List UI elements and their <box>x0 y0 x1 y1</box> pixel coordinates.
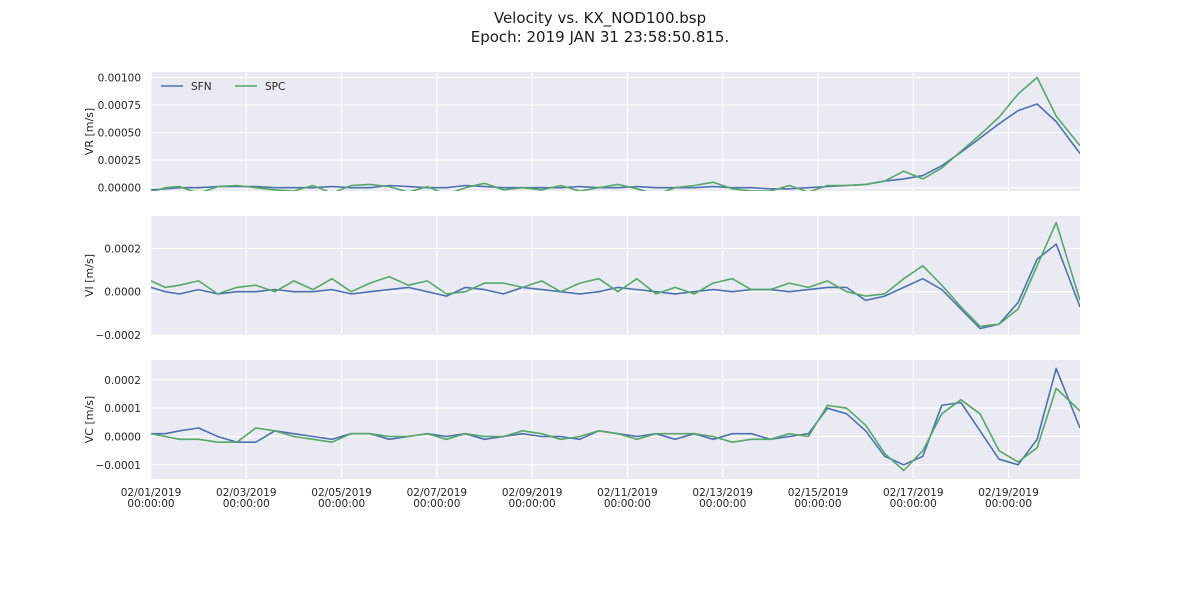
y-tick-label: −0.0002 <box>95 330 141 342</box>
series-line-sfn-panel-1 <box>151 103 1080 191</box>
series-line-spc-panel-1 <box>151 76 1080 191</box>
legend-label-sfn: SFN <box>191 81 212 93</box>
series-line-sfn-panel-2 <box>151 243 1080 330</box>
plot-area-3 <box>151 360 1080 479</box>
y-tick-label: 0.00050 <box>98 128 141 140</box>
y-tick-label: 0.00075 <box>98 100 141 112</box>
y-tick-label: −0.0001 <box>95 460 141 472</box>
x-tick-label-time: 00:00:00 <box>890 498 937 510</box>
x-tick-label-time: 00:00:00 <box>318 498 365 510</box>
x-tick-label-time: 00:00:00 <box>223 498 270 510</box>
series-line-spc-panel-3 <box>151 387 1080 472</box>
x-tick-label-date: 02/01/2019 <box>121 487 182 499</box>
chart-title-block: Velocity vs. KX_NOD100.bsp Epoch: 2019 J… <box>0 9 1200 47</box>
x-tick-label-date: 02/09/2019 <box>502 487 563 499</box>
y-tick-label: 0.0002 <box>104 243 141 255</box>
x-tick-label-date: 02/15/2019 <box>788 487 849 499</box>
x-tick-label-date: 02/19/2019 <box>978 487 1039 499</box>
x-tick-label-time: 00:00:00 <box>985 498 1032 510</box>
chart-title: Velocity vs. KX_NOD100.bsp <box>493 9 707 27</box>
y-axis-label: VI [m/s] <box>83 254 96 297</box>
plot-area-2 <box>151 216 1080 335</box>
x-tick-label-date: 02/07/2019 <box>407 487 468 499</box>
series-line-spc-panel-2 <box>151 221 1080 328</box>
y-tick-label: 0.0000 <box>104 287 141 299</box>
y-tick-label: 0.00100 <box>98 73 141 85</box>
y-axis-label: VC [m/s] <box>83 396 96 443</box>
y-tick-label: 0.0002 <box>104 375 141 387</box>
x-tick-label-time: 00:00:00 <box>509 498 556 510</box>
y-tick-label: 0.0001 <box>104 403 141 415</box>
x-tick-label-time: 00:00:00 <box>794 498 841 510</box>
y-axis-label: VR [m/s] <box>83 108 96 155</box>
x-tick-label-date: 02/17/2019 <box>883 487 944 499</box>
y-tick-label: 0.00000 <box>98 183 141 195</box>
legend-label-spc: SPC <box>265 81 285 93</box>
x-tick-label-date: 02/03/2019 <box>216 487 277 499</box>
x-tick-label-time: 00:00:00 <box>127 498 174 510</box>
x-tick-label-date: 02/13/2019 <box>692 487 753 499</box>
x-tick-label-date: 02/05/2019 <box>311 487 372 499</box>
y-tick-label: 0.0000 <box>104 432 141 444</box>
plot-area-1 <box>151 72 1080 191</box>
x-tick-label-time: 00:00:00 <box>699 498 746 510</box>
x-tick-label-date: 02/11/2019 <box>597 487 658 499</box>
x-tick-label-time: 00:00:00 <box>604 498 651 510</box>
x-tick-label-time: 00:00:00 <box>413 498 460 510</box>
y-tick-label: 0.00025 <box>98 155 141 167</box>
chart-subtitle: Epoch: 2019 JAN 31 23:58:50.815. <box>470 28 730 46</box>
